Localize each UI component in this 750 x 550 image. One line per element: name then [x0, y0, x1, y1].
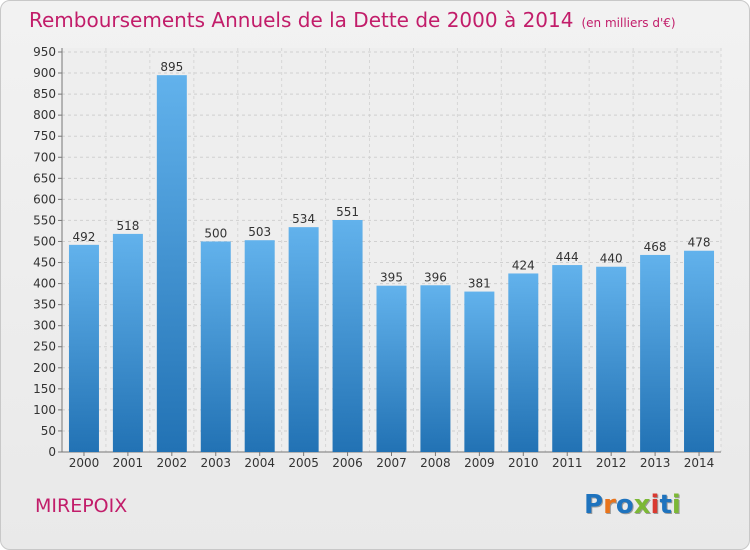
y-tick-label: 850 — [33, 87, 56, 101]
y-tick-label: 200 — [33, 361, 56, 375]
y-tick-label: 650 — [33, 171, 56, 185]
bar-2000 — [68, 244, 99, 452]
bar-2009 — [464, 291, 495, 452]
logo-letter: i — [650, 490, 660, 520]
x-tick-label-2013: 2013 — [640, 456, 671, 470]
logo-letter: o — [615, 490, 634, 520]
chart-title-main: Remboursements Annuels de la Dette de 20… — [29, 8, 574, 32]
city-name: MIREPOIX — [35, 495, 128, 517]
data-label-2002: 895 — [160, 60, 183, 74]
y-tick-label: 100 — [33, 403, 56, 417]
bar-2010 — [508, 273, 539, 452]
bar-2008 — [420, 285, 451, 452]
y-tick-label: 700 — [33, 150, 56, 164]
bar-2001 — [112, 233, 143, 452]
bar-2004 — [244, 240, 275, 452]
data-label-2003: 500 — [204, 226, 227, 240]
y-tick-label: 150 — [33, 382, 56, 396]
x-tick-label-2005: 2005 — [288, 456, 319, 470]
data-label-2004: 503 — [248, 225, 271, 239]
logo-letter: x — [633, 490, 651, 520]
y-tick-label: 750 — [33, 129, 56, 143]
proxiti-logo: Proxiti — [584, 490, 681, 520]
x-tick-label-2007: 2007 — [376, 456, 407, 470]
x-tick-label-2002: 2002 — [157, 456, 188, 470]
y-tick-label: 50 — [41, 424, 56, 438]
y-tick-label: 0 — [48, 445, 56, 459]
y-tick-label: 400 — [33, 277, 56, 291]
bar-2002 — [156, 75, 187, 452]
logo-letter: i — [671, 490, 681, 520]
x-tick-label-2012: 2012 — [596, 456, 627, 470]
data-label-2001: 518 — [116, 219, 139, 233]
x-tick-label-2001: 2001 — [113, 456, 144, 470]
data-label-2007: 395 — [380, 271, 403, 285]
y-tick-label: 350 — [33, 298, 56, 312]
x-tick-label-2006: 2006 — [332, 456, 363, 470]
x-tick-label-2000: 2000 — [69, 456, 100, 470]
y-tick-label: 250 — [33, 340, 56, 354]
y-tick-label: 950 — [33, 45, 56, 59]
y-tick-label: 600 — [33, 192, 56, 206]
x-tick-label-2014: 2014 — [684, 456, 715, 470]
x-tick-label-2008: 2008 — [420, 456, 451, 470]
bar-2013 — [640, 254, 671, 452]
bar-2003 — [200, 241, 231, 452]
logo-letter: P — [584, 490, 604, 520]
bar-2007 — [376, 285, 407, 452]
logo-letter: r — [603, 490, 616, 520]
data-label-2012: 440 — [600, 252, 623, 266]
logo-letter: t — [659, 490, 672, 520]
y-tick-label: 450 — [33, 256, 56, 270]
y-tick-label: 500 — [33, 234, 56, 248]
y-tick-label: 550 — [33, 213, 56, 227]
bar-2011 — [552, 265, 583, 452]
data-label-2000: 492 — [73, 230, 96, 244]
x-tick-label-2003: 2003 — [200, 456, 231, 470]
data-label-2005: 534 — [292, 212, 315, 226]
data-label-2009: 381 — [468, 277, 491, 291]
bar-2014 — [684, 250, 715, 452]
data-label-2013: 468 — [644, 240, 667, 254]
chart-title: Remboursements Annuels de la Dette de 20… — [29, 8, 676, 32]
x-tick-label-2011: 2011 — [552, 456, 583, 470]
bar-2005 — [288, 227, 319, 452]
data-label-2011: 444 — [556, 250, 579, 264]
y-tick-label: 800 — [33, 108, 56, 122]
bar-2006 — [332, 220, 363, 452]
data-label-2008: 396 — [424, 270, 447, 284]
data-label-2010: 424 — [512, 258, 535, 272]
data-label-2014: 478 — [688, 236, 711, 250]
y-tick-label: 300 — [33, 319, 56, 333]
chart-title-unit: (en milliers d'€) — [581, 16, 676, 30]
data-label-2006: 551 — [336, 205, 359, 219]
bar-2012 — [596, 266, 627, 452]
x-tick-label-2010: 2010 — [508, 456, 539, 470]
x-tick-label-2009: 2009 — [464, 456, 495, 470]
x-tick-label-2004: 2004 — [244, 456, 275, 470]
y-tick-label: 900 — [33, 66, 56, 80]
